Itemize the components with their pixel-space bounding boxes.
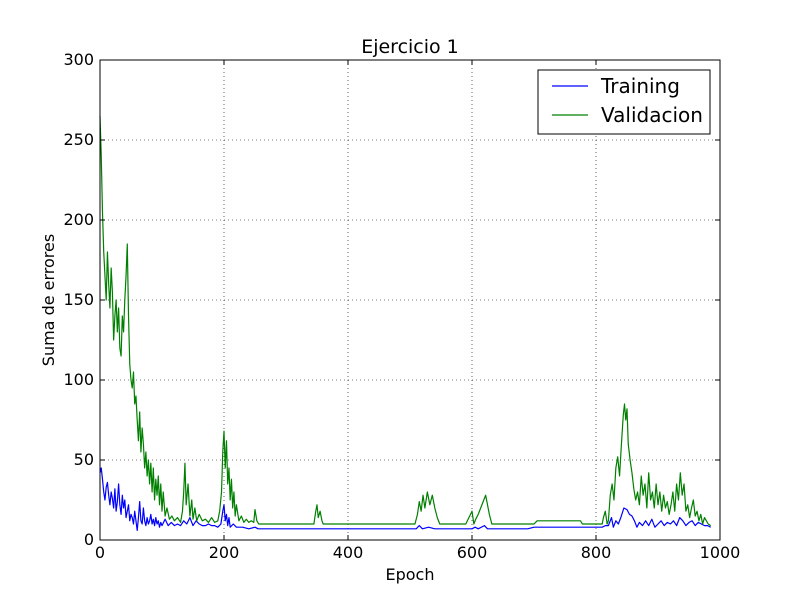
series-layer [99,115,712,532]
x-tick-label: 600 [457,543,488,562]
ticks: 0 200 400 600 800 1000 0 50 100 150 200 250 300 [63,50,740,562]
y-tick-label: 200 [63,210,94,229]
y-tick-label: 150 [63,290,94,309]
legend: Training Validacion [537,69,711,135]
series-line-validacion [99,115,712,527]
legend-label-training: Training [600,74,680,98]
y-tick-label: 250 [63,130,94,149]
y-tick-label: 0 [84,530,94,549]
legend-label-validacion: Validacion [601,103,703,127]
x-tick-label: 400 [333,543,364,562]
y-tick-label: 50 [74,450,94,469]
y-tick-label: 100 [63,370,94,389]
chart-title: Ejercicio 1 [361,36,459,58]
x-tick-label: 1000 [700,543,741,562]
x-axis-label: Epoch [386,565,435,584]
x-tick-label: 0 [95,543,105,562]
y-tick-label: 300 [63,50,94,69]
x-tick-label: 200 [209,543,240,562]
series-line-training [99,467,711,532]
y-axis-label: Suma de errores [39,234,58,366]
legend-box [537,69,711,135]
x-tick-label: 800 [581,543,612,562]
grid [100,60,720,540]
